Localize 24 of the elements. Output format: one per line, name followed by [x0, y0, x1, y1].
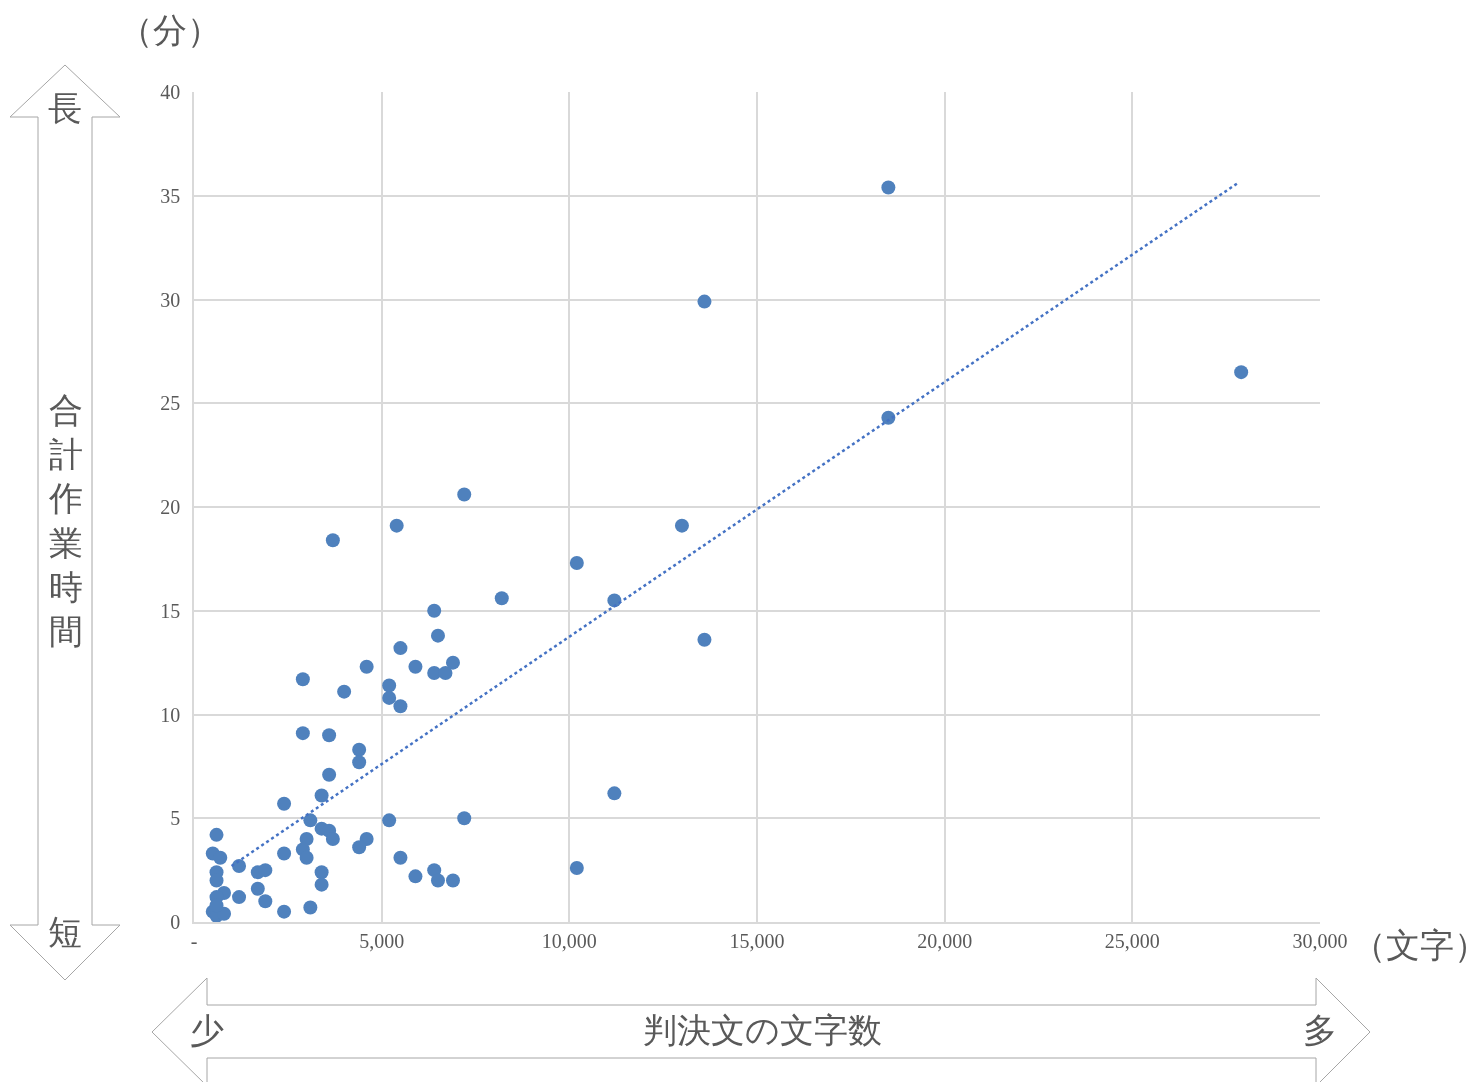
- y-tick-label: 15: [160, 599, 181, 622]
- x-axis-title: 判決文の文字数: [643, 1010, 882, 1050]
- y-axis-title: 合計作業時間: [48, 390, 83, 651]
- text: （分）: [119, 10, 221, 50]
- text: （文字）: [1352, 925, 1475, 965]
- x-tick-label: -: [190, 929, 198, 952]
- y-tick-label: 40: [160, 81, 181, 103]
- text: 長: [48, 88, 82, 128]
- y-tick-label: 5: [170, 807, 181, 830]
- y-tick-label: 0: [170, 911, 181, 933]
- x-tick-label: 15,000: [729, 929, 785, 952]
- x-tick-label: 20,000: [917, 929, 973, 952]
- y-tick-label: 30: [160, 288, 181, 311]
- y-tick-label: 10: [160, 703, 181, 726]
- y-tick-label: 25: [160, 392, 181, 415]
- y-tick-label: 35: [160, 184, 181, 207]
- x-tick-label: 10,000: [541, 929, 597, 952]
- text: 多: [1303, 1010, 1337, 1050]
- text: 短: [48, 912, 82, 952]
- x-tick-label: 5,000: [359, 929, 405, 952]
- x-tick-label: 30,000: [1292, 929, 1348, 952]
- y-tick-label: 20: [160, 496, 181, 518]
- x-tick-label: 25,000: [1104, 929, 1160, 952]
- text: 少: [190, 1010, 224, 1050]
